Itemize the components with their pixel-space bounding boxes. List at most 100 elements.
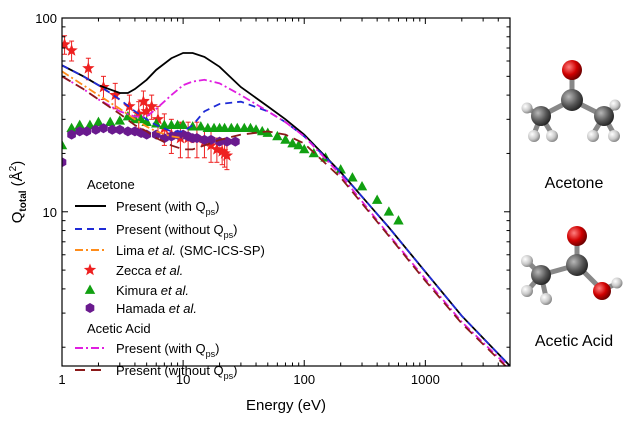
legend-label: Present (with Qps) (116, 199, 219, 217)
hexagon-point (200, 134, 209, 145)
legend-marker-swatch (83, 263, 97, 276)
triangle-point (347, 172, 358, 182)
series-acetone_without_qps (62, 64, 510, 366)
triangle-point (62, 139, 68, 150)
triangle-point (287, 138, 298, 148)
line-lima (62, 70, 184, 139)
triangle-point (104, 116, 116, 127)
triangle-point (151, 118, 162, 128)
hexagon-point (82, 126, 92, 137)
legend-entry-kimura: Kimura et al. (84, 283, 189, 298)
acetic-acid-caption: Acetic Acid (534, 333, 614, 350)
hexagon-point (192, 133, 202, 144)
triangle-point (219, 122, 230, 133)
star-point (220, 149, 234, 161)
legend-entry-lima: Lima et al. (SMC-ICS-SP) (75, 243, 265, 258)
plot-frame (61, 17, 511, 367)
triangle-point (335, 164, 346, 174)
series-acetic_without_qps (62, 75, 507, 366)
star-point (210, 142, 224, 155)
star-point (123, 99, 136, 112)
hexagon-point (115, 124, 125, 135)
line-acetone_without_qps (62, 64, 510, 366)
hexagon-point (99, 123, 108, 134)
triangle-point (393, 215, 404, 225)
line-acetic_without_qps (62, 75, 507, 366)
x-axis-label: Energy (eV) (246, 397, 326, 414)
legend-entry-hamada: Hamada et al. (85, 301, 197, 316)
legend-label: Lima et al. (SMC-ICS-SP) (116, 243, 265, 258)
hexagon-point (91, 124, 101, 135)
triangle-point (250, 124, 262, 134)
legend-label: Zecca et al. (116, 263, 183, 278)
hexagon-point (107, 124, 117, 135)
line-acetic_with_qps (62, 75, 509, 366)
axes: 1 10 100 1000 10 100 Energy (eV) Qtotal (Å2) (8, 11, 511, 414)
star-point (218, 146, 231, 159)
star-point (137, 95, 150, 107)
triangle-point (280, 134, 291, 144)
legend-marker-swatch (84, 284, 96, 294)
y-axis-label: Qtotal (Å2) (8, 161, 29, 224)
x-tick-label: 1 (58, 372, 65, 387)
legend-label: Hamada et al. (116, 301, 197, 316)
legend-marker-swatch (85, 303, 95, 313)
triangle-point (195, 121, 207, 131)
legend: Acetone Present (with Qps) Present (withou… (75, 177, 265, 381)
triangle-point (356, 181, 368, 191)
star-point (65, 43, 78, 56)
triangle-point (383, 206, 395, 216)
triangle-point (114, 115, 126, 125)
star-point (151, 112, 165, 125)
legend-label: Present (without Qps) (116, 222, 238, 240)
x-tick-label: 100 (293, 372, 315, 387)
series-acetic_with_qps (62, 75, 509, 366)
star-point (140, 104, 153, 117)
hexagon-point (123, 126, 133, 137)
hexagon-point (206, 134, 216, 145)
star-point (82, 61, 95, 74)
y-tick-label: 10 (43, 205, 57, 220)
triangle-point (299, 143, 310, 154)
x-tick-label: 1000 (411, 372, 440, 387)
series-kimura (62, 111, 404, 225)
triangle-point (93, 116, 104, 127)
legend-label: Present (without Qps) (116, 363, 238, 381)
y-tick-label: 100 (35, 11, 57, 26)
triangle-point (371, 194, 383, 204)
series-acetone_with_qps (62, 52, 510, 366)
star-point (62, 37, 71, 50)
hexagon-point (62, 157, 67, 168)
legend-group-title: Acetic Acid (87, 321, 151, 336)
legend-label: Present (with Qps) (116, 341, 219, 359)
legend-entry-acetone_with_qps: Present (with Qps) (75, 199, 219, 217)
hexagon-point (231, 136, 240, 147)
triangle-point (122, 111, 134, 121)
triangle-point (74, 119, 85, 129)
hexagon-point (67, 129, 76, 140)
legend-label: Kimura et al. (116, 283, 189, 298)
triangle-point (66, 122, 77, 133)
triangle-point (232, 122, 243, 133)
acetone-molecule-image (521, 60, 621, 142)
series-zecca (62, 35, 234, 171)
triangle-point (293, 139, 304, 150)
star-point (109, 88, 122, 101)
series-layer (62, 35, 510, 366)
hexagon-point (75, 126, 85, 137)
legend-entry-acetone_without_qps: Present (without Qps) (75, 222, 238, 240)
star-point (145, 99, 158, 112)
triangle-point (177, 119, 189, 129)
series-lima (62, 70, 184, 139)
acetic-acid-molecule-image (521, 226, 623, 305)
triangle-point (187, 121, 198, 131)
x-tick-label: 10 (176, 372, 190, 387)
triangle-point (141, 116, 152, 127)
legend-group-title: Acetone (87, 177, 135, 192)
acetone-caption: Acetone (544, 175, 604, 192)
triangle-point (272, 130, 283, 141)
line-acetone_with_qps (62, 52, 510, 366)
legend-entry-acetic_with_qps: Present (with Qps) (75, 341, 219, 359)
legend-entry-zecca: Zecca et al. (83, 263, 183, 278)
